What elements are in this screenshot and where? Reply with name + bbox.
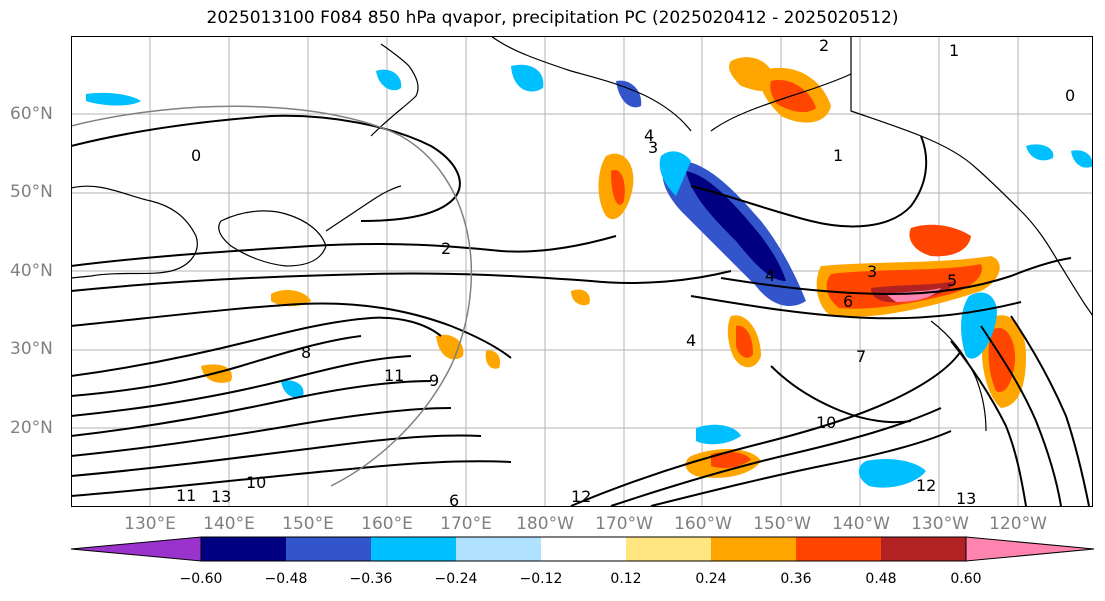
colorbar-tick-label: −0.48 [264, 571, 308, 587]
coastlines [71, 36, 1093, 432]
contour-label: 6 [449, 491, 459, 507]
lat-label: 20°N [10, 418, 53, 438]
colorbar-tick-label: 0.24 [695, 571, 727, 587]
contour-label: 3 [648, 138, 658, 157]
contour-label: 6 [843, 292, 853, 311]
contour-label: 11 [176, 486, 196, 505]
qvapor-contours [71, 114, 1090, 507]
map-canvas: 2 0 1 4 3 2 4 3 6 5 4 1 7 10 11 9 8 6 12… [71, 36, 1093, 507]
contour-label: 0 [191, 146, 201, 165]
contour-label: 1 [949, 41, 959, 60]
colorbar-swatch [70, 536, 202, 562]
contour-label: 0 [1065, 86, 1075, 105]
colorbar-tick-label: 0.36 [780, 571, 812, 587]
contour-label: 12 [571, 487, 591, 506]
lat-label: 40°N [10, 261, 53, 281]
contour-label: 1 [833, 146, 843, 165]
lon-label: 120°W [989, 514, 1047, 534]
lon-label: 150°W [753, 514, 811, 534]
colorbar-swatch [456, 537, 541, 561]
map-title: 2025013100 F084 850 hPa qvapor, precipit… [206, 8, 899, 28]
colorbar-tick-label: −0.12 [519, 571, 563, 587]
contour-label: 12 [916, 476, 936, 495]
contour-label: 2 [441, 239, 451, 258]
colorbar-tick-label: 0.48 [865, 571, 897, 587]
precipitation-shading [86, 57, 1093, 488]
colorbar-swatch [201, 537, 286, 561]
lon-label: 140°W [832, 514, 890, 534]
colorbar [70, 536, 1095, 562]
colorbar-tick-label: −0.36 [349, 571, 393, 587]
lon-label: 130°E [124, 514, 176, 534]
contour-label: 11 [384, 366, 404, 385]
colorbar-tick-label: 0.12 [610, 571, 642, 587]
contour-label: 9 [429, 371, 439, 390]
colorbar-tick-label: −0.60 [179, 571, 223, 587]
contour-label: 8 [301, 343, 311, 362]
map-panel: 2 0 1 4 3 2 4 3 6 5 4 1 7 10 11 9 8 6 12… [71, 36, 1093, 507]
lat-label: 30°N [10, 339, 53, 359]
contour-label: 4 [686, 331, 696, 350]
lon-label: 160°E [361, 514, 413, 534]
contour-label: 5 [947, 271, 957, 290]
colorbar-swatch [881, 537, 966, 561]
colorbar-swatch [541, 537, 626, 561]
contour-label: 10 [246, 473, 266, 492]
colorbar-swatch [286, 537, 371, 561]
colorbar-tick-label: −0.24 [434, 571, 478, 587]
lon-label: 170°W [595, 514, 653, 534]
range-ring [71, 105, 473, 487]
contour-label: 7 [856, 347, 866, 366]
lon-label: 180°W [516, 514, 574, 534]
lon-label: 160°W [674, 514, 732, 534]
colorbar-outline [200, 536, 967, 562]
lat-label: 60°N [10, 104, 53, 124]
colorbar-tick-label: 0.60 [950, 571, 982, 587]
colorbar-swatch [711, 537, 796, 561]
colorbar-swatch [796, 537, 881, 561]
lon-label: 150°E [282, 514, 334, 534]
colorbar-swatch [371, 537, 456, 561]
contour-label: 13 [211, 487, 231, 506]
contour-label: 13 [956, 489, 976, 507]
contour-label: 4 [765, 266, 775, 285]
lon-label: 170°E [440, 514, 492, 534]
lon-label: 140°E [203, 514, 255, 534]
contour-label: 2 [819, 36, 829, 55]
lat-label: 50°N [10, 182, 53, 202]
colorbar-swatch [626, 537, 711, 561]
contour-label: 10 [816, 413, 836, 432]
colorbar-swatch [965, 536, 1095, 562]
lon-label: 130°W [911, 514, 969, 534]
contour-label: 4 [644, 126, 654, 145]
contour-label: 3 [867, 262, 877, 281]
contour-label-group: 2 0 1 4 3 2 4 3 6 5 4 1 7 10 11 9 8 6 12… [176, 36, 1075, 507]
